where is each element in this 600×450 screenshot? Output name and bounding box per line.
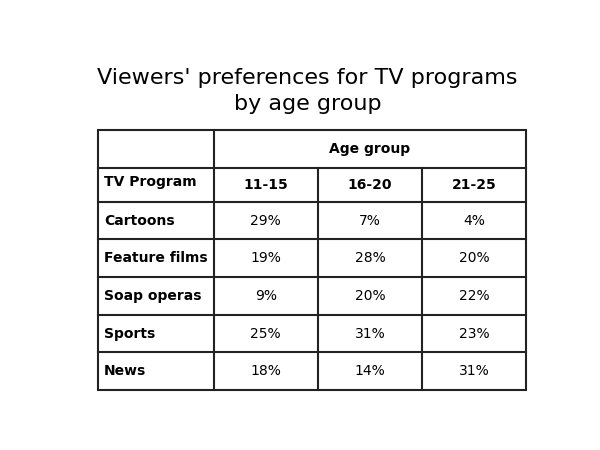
Text: 11-15: 11-15 (244, 178, 288, 192)
Text: Sports: Sports (104, 327, 155, 341)
Text: 20%: 20% (458, 251, 490, 265)
Text: 23%: 23% (458, 327, 490, 341)
Text: Cartoons: Cartoons (104, 214, 175, 228)
Text: 31%: 31% (458, 364, 490, 378)
Text: 7%: 7% (359, 214, 381, 228)
Text: Feature films: Feature films (104, 251, 208, 265)
Text: Viewers' preferences for TV programs
by age group: Viewers' preferences for TV programs by … (97, 68, 518, 114)
Text: 16-20: 16-20 (347, 178, 392, 192)
Text: 29%: 29% (250, 214, 281, 228)
Text: 9%: 9% (255, 289, 277, 303)
Text: Soap operas: Soap operas (104, 289, 202, 303)
Text: 28%: 28% (355, 251, 385, 265)
Text: News: News (104, 364, 146, 378)
Text: 4%: 4% (463, 214, 485, 228)
Text: 20%: 20% (355, 289, 385, 303)
Text: 25%: 25% (250, 327, 281, 341)
Text: 21-25: 21-25 (452, 178, 496, 192)
Text: 31%: 31% (355, 327, 385, 341)
Text: 22%: 22% (458, 289, 490, 303)
Text: 19%: 19% (250, 251, 281, 265)
Text: TV Program: TV Program (104, 175, 196, 189)
Text: Age group: Age group (329, 142, 410, 156)
Text: 18%: 18% (250, 364, 281, 378)
Text: 14%: 14% (355, 364, 385, 378)
